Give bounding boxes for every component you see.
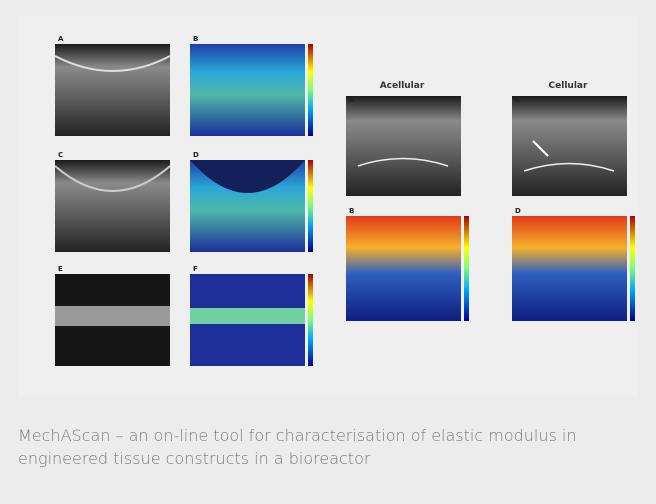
color-bar bbox=[630, 216, 635, 321]
panel-letter: A bbox=[58, 35, 64, 43]
figure: A B C D E F Acellular Cellular A C B D bbox=[18, 16, 638, 396]
color-bar bbox=[464, 216, 469, 321]
panel-letter: E bbox=[58, 265, 63, 273]
color-bar bbox=[308, 44, 313, 136]
oct-image bbox=[346, 96, 461, 196]
elasticity-map bbox=[190, 44, 305, 136]
panel-letter: B bbox=[349, 207, 354, 215]
color-bar bbox=[308, 160, 313, 252]
panel-letter: A bbox=[349, 96, 355, 104]
elasticity-map bbox=[346, 216, 461, 321]
column-header: Acellular bbox=[380, 81, 425, 91]
column-header: Cellular bbox=[549, 81, 588, 91]
oct-image bbox=[55, 44, 170, 136]
panel-letter: C bbox=[515, 96, 520, 104]
page: A B C D E F Acellular Cellular A C B D M… bbox=[0, 0, 656, 504]
panel-letter: F bbox=[193, 265, 198, 273]
panel-letter: D bbox=[193, 151, 199, 159]
caption: MechAScan – an on-line tool for characte… bbox=[18, 424, 642, 470]
elasticity-map bbox=[512, 216, 627, 321]
panel-letter: C bbox=[58, 151, 63, 159]
oct-image bbox=[55, 160, 170, 252]
color-bar bbox=[308, 274, 313, 366]
panel-letter: D bbox=[515, 207, 521, 215]
panel-letter: B bbox=[193, 35, 198, 43]
oct-image bbox=[512, 96, 627, 196]
